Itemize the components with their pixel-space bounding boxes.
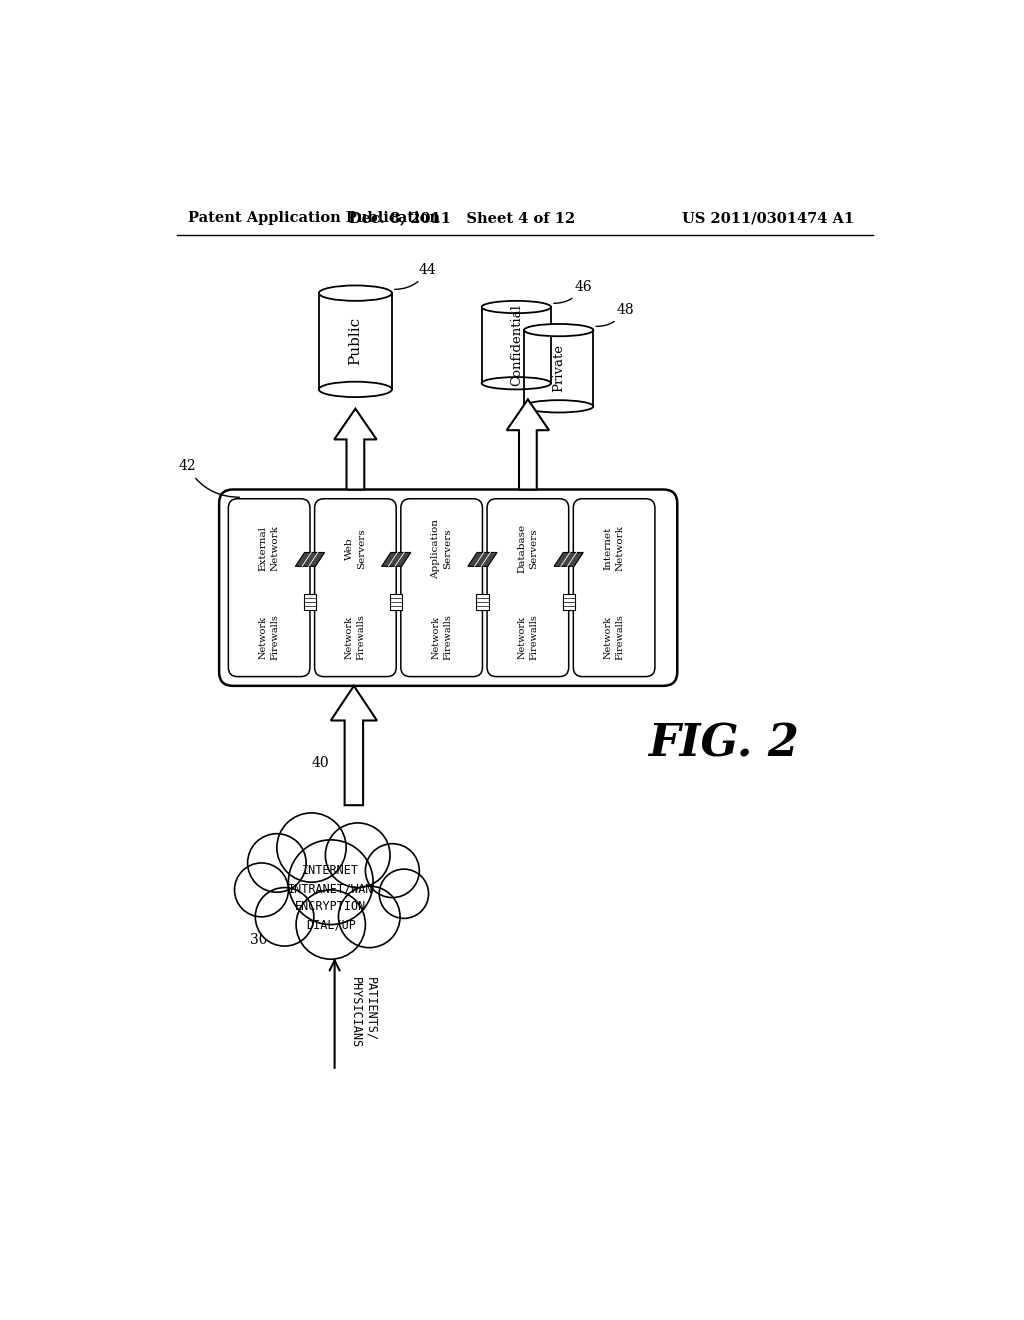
- Text: Dec. 8, 2011   Sheet 4 of 12: Dec. 8, 2011 Sheet 4 of 12: [348, 211, 574, 226]
- Ellipse shape: [524, 400, 593, 412]
- Text: Application
Servers: Application Servers: [431, 519, 452, 578]
- Text: Private: Private: [552, 345, 565, 392]
- Polygon shape: [295, 553, 325, 566]
- Polygon shape: [334, 409, 377, 490]
- Text: INTERNET
INTRANET/WAN
ENCRYPTION
DIAL/UP: INTERNET INTRANET/WAN ENCRYPTION DIAL/UP: [288, 865, 374, 931]
- Circle shape: [234, 863, 289, 917]
- Text: 48: 48: [596, 304, 634, 326]
- FancyBboxPatch shape: [487, 499, 568, 677]
- Text: Web
Servers: Web Servers: [345, 528, 366, 569]
- Text: US 2011/0301474 A1: US 2011/0301474 A1: [682, 211, 854, 226]
- Text: Confidential: Confidential: [510, 304, 523, 385]
- Text: 44: 44: [395, 263, 436, 289]
- Polygon shape: [524, 330, 593, 407]
- FancyBboxPatch shape: [219, 490, 677, 686]
- Ellipse shape: [318, 381, 392, 397]
- Text: 40: 40: [311, 756, 329, 770]
- Bar: [562, 594, 574, 610]
- Text: 42: 42: [178, 459, 240, 498]
- Ellipse shape: [481, 301, 551, 313]
- Text: Network
Firewalls: Network Firewalls: [517, 615, 539, 660]
- FancyBboxPatch shape: [314, 499, 396, 677]
- FancyBboxPatch shape: [400, 499, 482, 677]
- Polygon shape: [481, 308, 551, 383]
- Polygon shape: [382, 553, 411, 566]
- Circle shape: [379, 869, 429, 919]
- Circle shape: [296, 890, 366, 960]
- Circle shape: [326, 822, 390, 887]
- Text: PATIENTS/
PHYSICIANS: PATIENTS/ PHYSICIANS: [348, 978, 378, 1048]
- Circle shape: [248, 834, 306, 892]
- Text: FIG. 2: FIG. 2: [648, 722, 799, 766]
- Bar: [390, 594, 402, 610]
- Polygon shape: [331, 686, 377, 805]
- Polygon shape: [554, 553, 584, 566]
- Circle shape: [289, 840, 373, 924]
- Circle shape: [366, 843, 419, 898]
- Text: Network
Firewalls: Network Firewalls: [604, 615, 625, 660]
- Ellipse shape: [524, 323, 593, 337]
- Polygon shape: [318, 293, 392, 389]
- Text: 46: 46: [554, 280, 592, 304]
- Circle shape: [255, 887, 313, 946]
- Bar: [304, 594, 316, 610]
- Text: Database
Servers: Database Servers: [517, 524, 539, 573]
- Ellipse shape: [318, 285, 392, 301]
- Text: Network
Firewalls: Network Firewalls: [345, 615, 366, 660]
- Text: External
Network: External Network: [259, 525, 280, 572]
- Text: 30: 30: [250, 933, 267, 946]
- Circle shape: [339, 886, 400, 948]
- Circle shape: [276, 813, 346, 882]
- Polygon shape: [468, 553, 497, 566]
- Text: Network
Firewalls: Network Firewalls: [259, 615, 280, 660]
- Polygon shape: [507, 400, 549, 490]
- Text: Public: Public: [348, 317, 362, 366]
- Bar: [476, 594, 488, 610]
- FancyBboxPatch shape: [228, 499, 310, 677]
- Text: Patent Application Publication: Patent Application Publication: [188, 211, 440, 226]
- Ellipse shape: [481, 378, 551, 389]
- Text: Internet
Network: Internet Network: [604, 525, 625, 572]
- FancyBboxPatch shape: [573, 499, 655, 677]
- Text: Network
Firewalls: Network Firewalls: [431, 615, 452, 660]
